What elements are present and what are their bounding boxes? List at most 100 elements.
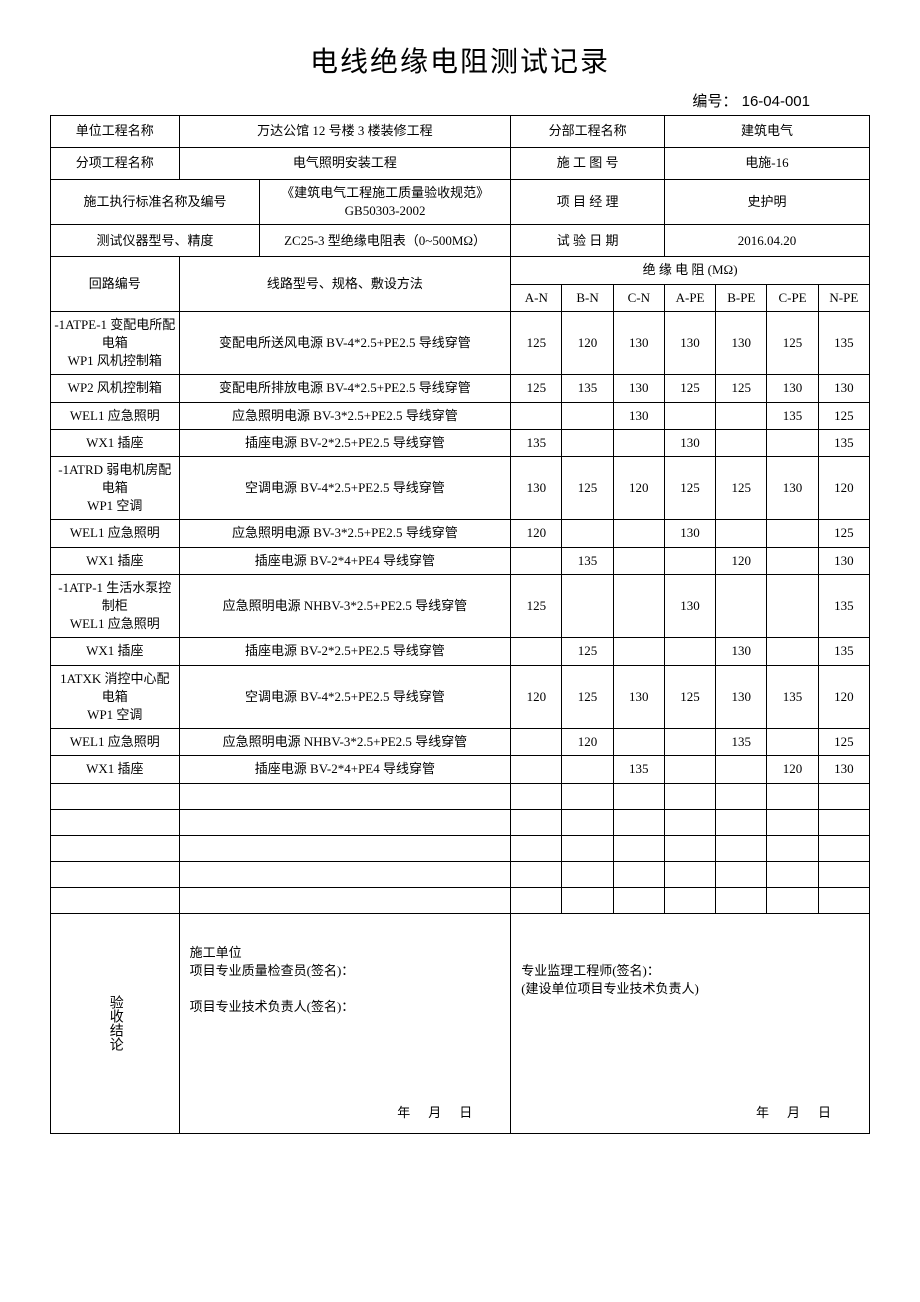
cell-value	[613, 520, 664, 547]
table-row: -1ATPE-1 变配电所配电箱 WP1 风机控制箱变配电所送风电源 BV-4*…	[51, 311, 870, 375]
table-row: WEL1 应急照明应急照明电源 BV-3*2.5+PE2.5 导线穿管13013…	[51, 402, 870, 429]
sig-right-line2: (建设单位项目专业技术负责人)	[521, 980, 859, 998]
instrument-label: 测试仪器型号、精度	[51, 225, 260, 257]
cell-empty	[818, 835, 869, 861]
cell-empty	[664, 809, 715, 835]
cell-empty	[664, 861, 715, 887]
cell-spec: 插座电源 BV-2*2.5+PE2.5 导线穿管	[179, 429, 511, 456]
cell-value	[562, 402, 613, 429]
cell-value: 125	[562, 638, 613, 665]
cell-value: 130	[818, 375, 869, 402]
cell-value: 125	[664, 456, 715, 520]
cell-value	[664, 402, 715, 429]
table-row: WEL1 应急照明应急照明电源 NHBV-3*2.5+PE2.5 导线穿管120…	[51, 729, 870, 756]
col-bn: B-N	[562, 284, 613, 311]
cell-value	[511, 547, 562, 574]
cell-value: 130	[613, 375, 664, 402]
cell-value	[767, 574, 818, 638]
cell-value: 125	[716, 375, 767, 402]
table-row: -1ATP-1 生活水泵控制柜 WEL1 应急照明应急照明电源 NHBV-3*2…	[51, 574, 870, 638]
cell-value: 135	[562, 375, 613, 402]
cell-value: 135	[767, 402, 818, 429]
doc-number-label: 编号：	[692, 93, 737, 110]
cell-value: 125	[511, 311, 562, 375]
cell-value: 130	[613, 402, 664, 429]
cell-value: 135	[818, 574, 869, 638]
cell-value: 130	[716, 665, 767, 729]
cell-empty	[51, 809, 180, 835]
cell-value	[562, 520, 613, 547]
cell-value: 120	[511, 665, 562, 729]
cell-empty	[562, 809, 613, 835]
cell-empty	[613, 887, 664, 913]
cell-value	[511, 729, 562, 756]
cell-value	[664, 756, 715, 783]
cell-empty	[562, 861, 613, 887]
cell-value: 120	[818, 456, 869, 520]
cell-empty	[511, 835, 562, 861]
col-circuit-no: 回路编号	[51, 257, 180, 311]
cell-value	[562, 756, 613, 783]
instrument-value: ZC25-3 型绝缘电阻表（0~500MΩ）	[259, 225, 510, 257]
cell-value: 130	[818, 756, 869, 783]
cell-empty	[716, 861, 767, 887]
cell-value	[664, 729, 715, 756]
test-date-value: 2016.04.20	[664, 225, 869, 257]
cell-value: 130	[716, 311, 767, 375]
table-row-empty	[51, 809, 870, 835]
cell-spec: 应急照明电源 NHBV-3*2.5+PE2.5 导线穿管	[179, 574, 511, 638]
cell-spec: 变配电所排放电源 BV-4*2.5+PE2.5 导线穿管	[179, 375, 511, 402]
cell-value: 135	[716, 729, 767, 756]
cell-empty	[818, 887, 869, 913]
signoff-vert-label: 验收结论	[51, 913, 180, 1133]
cell-empty	[179, 861, 511, 887]
cell-empty	[613, 809, 664, 835]
cell-value: 130	[767, 456, 818, 520]
cell-value: 125	[818, 729, 869, 756]
cell-value	[664, 638, 715, 665]
cell-value: 135	[613, 756, 664, 783]
cell-empty	[767, 887, 818, 913]
doc-number: 编号： 16-04-001	[50, 90, 870, 111]
cell-value: 120	[511, 520, 562, 547]
cell-value	[562, 429, 613, 456]
cell-value: 130	[664, 520, 715, 547]
signoff-left: 施工单位 项目专业质量检查员(签名)： 项目专业技术负责人(签名)： 年月日	[179, 913, 511, 1133]
cell-value	[767, 429, 818, 456]
cell-spec: 插座电源 BV-2*2.5+PE2.5 导线穿管	[179, 638, 511, 665]
cell-empty	[51, 783, 180, 809]
cell-value: 135	[767, 665, 818, 729]
cell-empty	[179, 809, 511, 835]
sig-left-date: 年月日	[397, 1104, 490, 1122]
sub-project-label: 分部工程名称	[511, 116, 665, 148]
col-line-spec: 线路型号、规格、敷设方法	[179, 257, 511, 311]
cell-value	[767, 638, 818, 665]
cell-empty	[716, 809, 767, 835]
table-row: WX1 插座插座电源 BV-2*2.5+PE2.5 导线穿管125130135	[51, 638, 870, 665]
cell-empty	[179, 835, 511, 861]
cell-value: 130	[511, 456, 562, 520]
cell-circuit: -1ATRD 弱电机房配电箱 WP1 空调	[51, 456, 180, 520]
sub-project-value: 建筑电气	[664, 116, 869, 148]
cell-empty	[767, 861, 818, 887]
cell-empty	[818, 809, 869, 835]
table-row-empty	[51, 835, 870, 861]
cell-value	[716, 402, 767, 429]
col-res-header: 绝 缘 电 阻 (MΩ)	[511, 257, 870, 284]
cell-empty	[716, 835, 767, 861]
cell-spec: 空调电源 BV-4*2.5+PE2.5 导线穿管	[179, 456, 511, 520]
cell-empty	[562, 887, 613, 913]
cell-spec: 插座电源 BV-2*4+PE4 导线穿管	[179, 547, 511, 574]
col-npe: N-PE	[818, 284, 869, 311]
doc-number-value: 16-04-001	[742, 93, 810, 110]
sig-left-line1: 施工单位	[190, 944, 501, 962]
cell-spec: 应急照明电源 NHBV-3*2.5+PE2.5 导线穿管	[179, 729, 511, 756]
cell-value	[716, 574, 767, 638]
cell-value: 135	[818, 311, 869, 375]
cell-spec: 插座电源 BV-2*4+PE4 导线穿管	[179, 756, 511, 783]
sig-left-line3: 项目专业技术负责人(签名)：	[190, 998, 501, 1016]
cell-value: 135	[511, 429, 562, 456]
table-row: WEL1 应急照明应急照明电源 BV-3*2.5+PE2.5 导线穿管12013…	[51, 520, 870, 547]
table-row: WX1 插座插座电源 BV-2*4+PE4 导线穿管135120130	[51, 756, 870, 783]
cell-circuit: WP2 风机控制箱	[51, 375, 180, 402]
